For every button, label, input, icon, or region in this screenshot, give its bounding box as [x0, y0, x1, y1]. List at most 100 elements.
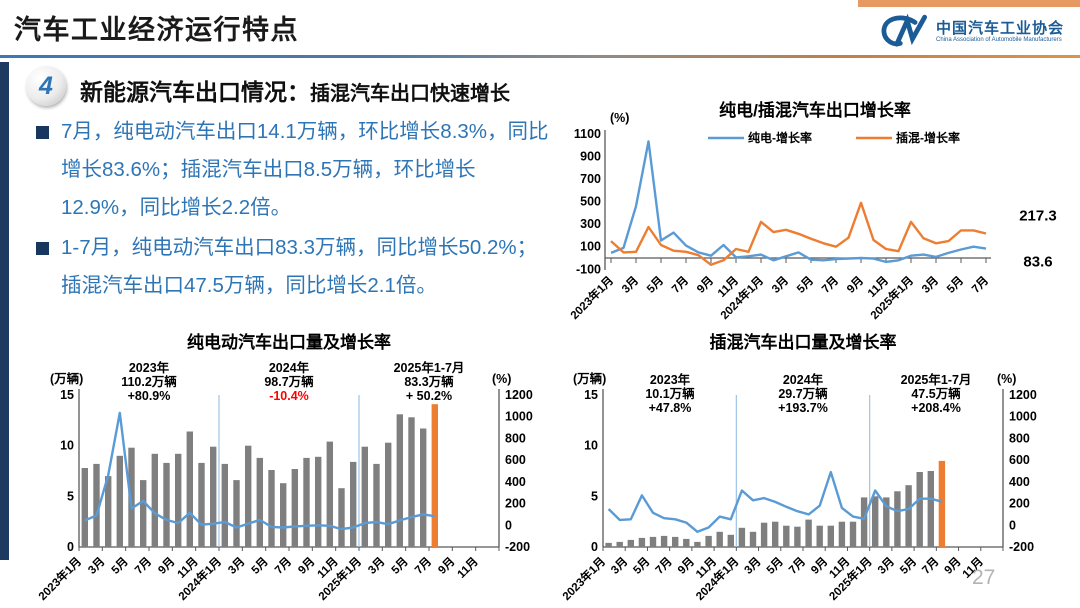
- svg-text:7月: 7月: [969, 274, 991, 296]
- svg-text:2025年1-7月: 2025年1-7月: [394, 360, 465, 375]
- svg-text:9月: 9月: [694, 274, 716, 296]
- svg-text:7月: 7月: [920, 555, 942, 577]
- svg-text:7月: 7月: [653, 555, 675, 577]
- svg-text:0: 0: [505, 518, 512, 532]
- svg-text:5月: 5月: [631, 555, 653, 577]
- svg-text:11月: 11月: [455, 555, 481, 581]
- svg-text:700: 700: [580, 172, 601, 186]
- svg-text:1200: 1200: [1009, 388, 1037, 402]
- svg-text:83.6: 83.6: [1023, 254, 1052, 271]
- svg-text:(%): (%): [610, 111, 629, 125]
- chart-export-growth-rate: 纯电/插混汽车出口增长率 (%) 纯电-增长率 插混-增长率 1100 900 700 500…: [567, 100, 1057, 322]
- svg-text:9月: 9月: [844, 274, 866, 296]
- svg-text:3月: 3月: [366, 555, 388, 577]
- svg-text:600: 600: [505, 453, 526, 467]
- svg-text:5月: 5月: [944, 274, 966, 296]
- svg-text:5月: 5月: [897, 555, 919, 577]
- svg-text:900: 900: [580, 150, 601, 164]
- svg-text:10.1万辆: 10.1万辆: [645, 386, 695, 401]
- page-title: 汽车工业经济运行特点: [14, 15, 299, 45]
- svg-text:500: 500: [580, 195, 601, 209]
- svg-text:3月: 3月: [919, 274, 941, 296]
- section-title-strong: 新能源汽车出口情况：: [80, 79, 310, 105]
- svg-text:7月: 7月: [272, 555, 294, 577]
- svg-text:800: 800: [505, 431, 526, 445]
- svg-text:-200: -200: [505, 540, 530, 554]
- svg-text:1000: 1000: [505, 410, 533, 424]
- svg-text:2023年1月: 2023年1月: [567, 273, 616, 322]
- svg-text:110.2万辆: 110.2万辆: [121, 374, 177, 389]
- svg-text:10: 10: [584, 439, 598, 453]
- svg-text:插混-增长率: 插混-增长率: [896, 130, 960, 145]
- chart-bev-export-volume: 纯电动汽车出口量及增长率 (万辆) (%) 15 10 5 0 1200 1000 800 600 4…: [35, 332, 533, 603]
- svg-text:0: 0: [591, 540, 598, 554]
- svg-text:3月: 3月: [226, 555, 248, 577]
- svg-text:217.3: 217.3: [1019, 208, 1057, 225]
- bullet-text: 1-7月，纯电动汽车出口83.3万辆，同比增长50.2%；插混汽车出口47.5万…: [61, 236, 538, 297]
- svg-text:100: 100: [580, 240, 601, 254]
- svg-text:400: 400: [505, 475, 526, 489]
- section-number-badge: 4: [26, 66, 66, 106]
- svg-text:0: 0: [1009, 518, 1016, 532]
- section-title: 新能源汽车出口情况：插混汽车出口快速增长: [80, 73, 510, 107]
- page-number: 27: [972, 566, 996, 589]
- svg-text:200: 200: [1009, 497, 1030, 511]
- svg-text:400: 400: [1009, 475, 1030, 489]
- svg-text:5月: 5月: [644, 274, 666, 296]
- svg-text:+208.4%: +208.4%: [911, 401, 961, 415]
- svg-text:3月: 3月: [86, 555, 108, 577]
- svg-text:2025年1-7月: 2025年1-7月: [901, 372, 972, 387]
- svg-text:插混汽车出口量及增长率: 插混汽车出口量及增长率: [710, 332, 897, 352]
- section-title-rest: 插混汽车出口快速增长: [310, 83, 510, 105]
- svg-text:2023年: 2023年: [650, 372, 691, 387]
- svg-text:(万辆): (万辆): [573, 371, 606, 386]
- svg-text:+47.8%: +47.8%: [649, 401, 692, 415]
- bullet-square-icon: [36, 242, 49, 255]
- svg-text:600: 600: [1009, 453, 1030, 467]
- svg-text:2023年: 2023年: [129, 360, 170, 375]
- bullet-item: 1-7月，纯电动汽车出口83.3万辆，同比增长50.2%；插混汽车出口47.5万…: [36, 229, 553, 305]
- bullet-text: 7月，纯电动汽车出口14.1万辆，环比增长8.3%，同比增长83.6%；插混汽车…: [61, 120, 549, 219]
- svg-text:9月: 9月: [296, 555, 318, 577]
- svg-text:5: 5: [591, 489, 598, 503]
- svg-text:(%): (%): [492, 372, 511, 386]
- svg-text:7月: 7月: [669, 274, 691, 296]
- chart-phev-export-volume: 插混汽车出口量及增长率 (万辆) (%) 15 10 5 0 1200 1000 800 600 40…: [559, 332, 1037, 603]
- logo-org-name: 中国汽车工业协会: [935, 19, 1064, 37]
- section-number: 4: [39, 71, 53, 100]
- logo-text: 中国汽车工业协会 China Association of Automobile…: [936, 20, 1064, 44]
- svg-text:29.7万辆: 29.7万辆: [778, 386, 828, 401]
- svg-text:1000: 1000: [1009, 410, 1037, 424]
- svg-text:47.5万辆: 47.5万辆: [911, 386, 961, 401]
- svg-text:-10.4%: -10.4%: [269, 389, 309, 403]
- logo-org-name-en: China Association of Automobile Manufact…: [935, 37, 1062, 44]
- svg-text:5月: 5月: [389, 555, 411, 577]
- svg-text:+80.9%: +80.9%: [128, 389, 171, 403]
- svg-text:7月: 7月: [819, 274, 841, 296]
- svg-text:(万辆): (万辆): [50, 371, 83, 386]
- svg-text:3月: 3月: [742, 555, 764, 577]
- svg-text:300: 300: [580, 217, 601, 231]
- left-accent-bar: [0, 62, 9, 560]
- summary-bullets: 7月，纯电动汽车出口14.1万辆，环比增长8.3%，同比增长83.6%；插混汽车…: [36, 113, 553, 307]
- svg-text:纯电/插混汽车出口增长率: 纯电/插混汽车出口增长率: [719, 100, 911, 120]
- svg-text:5: 5: [67, 489, 74, 503]
- svg-text:3月: 3月: [619, 274, 641, 296]
- svg-text:5月: 5月: [794, 274, 816, 296]
- svg-text:2023年1月: 2023年1月: [559, 554, 608, 603]
- svg-text:3月: 3月: [769, 274, 791, 296]
- svg-text:5月: 5月: [109, 555, 131, 577]
- svg-text:0: 0: [67, 540, 74, 554]
- svg-text:2023年1月: 2023年1月: [35, 554, 84, 603]
- svg-text:7月: 7月: [132, 555, 154, 577]
- svg-text:5月: 5月: [249, 555, 271, 577]
- svg-text:2024年: 2024年: [269, 360, 310, 375]
- header-divider: [0, 55, 1080, 58]
- svg-text:+193.7%: +193.7%: [778, 401, 828, 415]
- svg-text:3月: 3月: [608, 555, 630, 577]
- logo-cm-icon: [881, 13, 928, 47]
- svg-text:2024年: 2024年: [783, 372, 824, 387]
- svg-text:83.3万辆: 83.3万辆: [404, 374, 454, 389]
- org-logo: 中国汽车工业协会 China Association of Automobile…: [875, 13, 1064, 51]
- svg-text:9月: 9月: [808, 555, 830, 577]
